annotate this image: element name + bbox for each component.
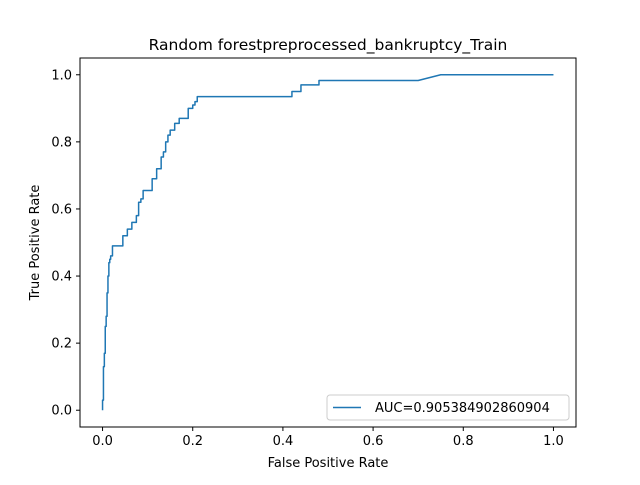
series-layer: [101, 74, 554, 411]
y-tick-label: 0.6: [51, 202, 72, 217]
x-tick-label: 0.6: [363, 434, 384, 449]
roc-curve-line: [101, 74, 554, 411]
y-axis: 0.0 0.2 0.4 0.6 0.8 1.0: [51, 68, 80, 419]
y-tick-label: 0.4: [51, 270, 72, 285]
y-tick-label: 0.8: [51, 135, 72, 150]
chart-title: Random forestpreprocessed_bankruptcy_Tra…: [149, 36, 508, 55]
y-tick-label: 0.0: [51, 404, 72, 419]
x-tick-label: 0.2: [182, 434, 203, 449]
x-tick-label: 0.0: [92, 434, 113, 449]
x-tick-label: 1.0: [543, 434, 564, 449]
x-axis: 0.0 0.2 0.4 0.6 0.8 1.0: [92, 427, 564, 449]
legend-box: [326, 394, 570, 421]
y-tick-label: 1.0: [51, 68, 72, 83]
y-axis-label: True Positive Rate: [28, 185, 43, 302]
y-tick-label: 0.2: [51, 337, 72, 352]
x-tick-label: 0.4: [273, 434, 294, 449]
legend: AUC=0.905384902860904: [326, 394, 570, 421]
x-axis-label: False Positive Rate: [268, 456, 389, 471]
legend-label: AUC=0.905384902860904: [375, 401, 550, 416]
plot-area-frame: [79, 57, 577, 428]
x-tick-label: 0.8: [453, 434, 474, 449]
